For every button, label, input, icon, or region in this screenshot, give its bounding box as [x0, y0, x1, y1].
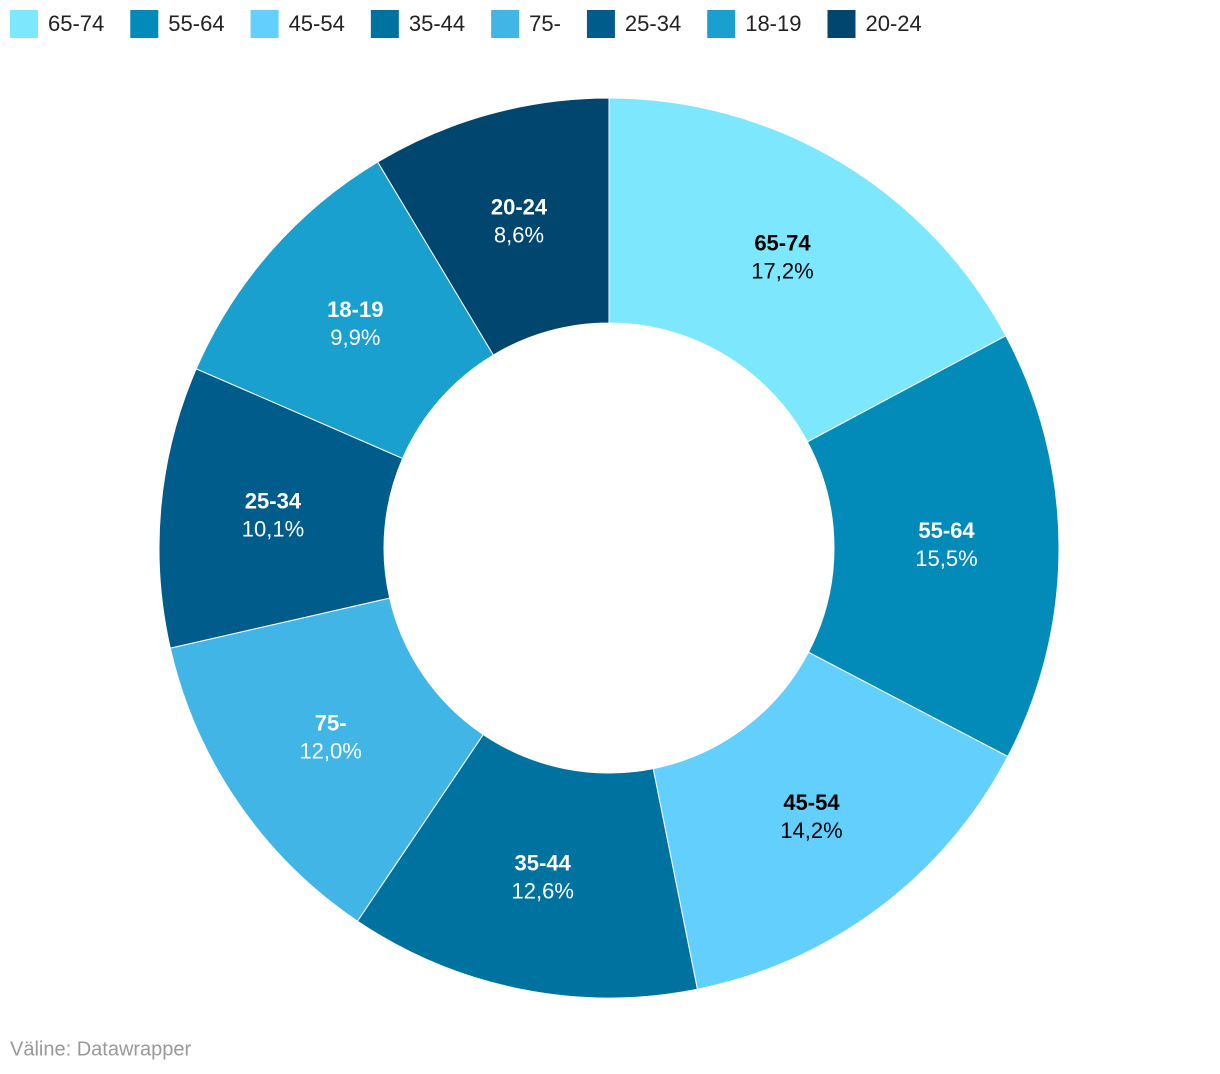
donut-slice — [158, 368, 404, 649]
donut-slice — [377, 97, 610, 356]
donut-slice — [169, 597, 484, 922]
legend: 65-74 55-64 45-54 35-44 75- 25-34 18-19 20-24 — [10, 10, 922, 38]
legend-label: 25-34 — [625, 11, 681, 36]
legend-swatch — [586, 10, 615, 38]
slice-value: 12,0% — [299, 739, 361, 764]
legend-label: 35-44 — [409, 11, 465, 36]
legend-swatch — [130, 10, 159, 38]
donut — [158, 97, 1060, 999]
slice-value: 10,1% — [242, 517, 304, 542]
legend-label: 55-64 — [168, 11, 224, 36]
legend-swatch — [827, 10, 856, 38]
legend-swatch — [250, 10, 279, 38]
slice-value: 15,5% — [915, 546, 977, 571]
legend-label: 75- — [529, 11, 561, 36]
legend-swatch — [10, 10, 38, 38]
legend-label: 18-19 — [745, 11, 801, 36]
slice-category: 75- — [315, 711, 347, 736]
legend-swatch — [707, 10, 736, 38]
donut-slice — [356, 733, 698, 999]
legend-label: 65-74 — [48, 11, 104, 36]
slice-category: 20-24 — [491, 195, 548, 220]
slice-labels: 65-74 17,2% 55-64 15,5% 45-54 14,2% 35-44 12,6%… — [242, 195, 978, 904]
legend-label: 45-54 — [289, 11, 345, 36]
slice-category: 25-34 — [245, 489, 302, 514]
donut-slice — [608, 97, 1007, 443]
slice-category: 35-44 — [515, 851, 572, 876]
slice-value: 12,6% — [512, 879, 574, 904]
donut-slice — [806, 335, 1060, 758]
source: Väline: Datawrapper — [10, 1038, 192, 1060]
slice-value: 17,2% — [751, 258, 813, 283]
donut-slice — [652, 651, 1009, 990]
slice-value: 9,9% — [330, 325, 380, 350]
legend-label: 20-24 — [865, 11, 921, 36]
slice-category: 45-54 — [783, 790, 840, 815]
legend-swatch — [491, 10, 520, 38]
slice-value: 14,2% — [780, 818, 842, 843]
slice-category: 65-74 — [754, 230, 811, 255]
legend-swatch — [370, 10, 399, 38]
slice-category: 18-19 — [327, 297, 383, 322]
slice-category: 55-64 — [918, 518, 975, 543]
slice-value: 8,6% — [494, 223, 544, 248]
